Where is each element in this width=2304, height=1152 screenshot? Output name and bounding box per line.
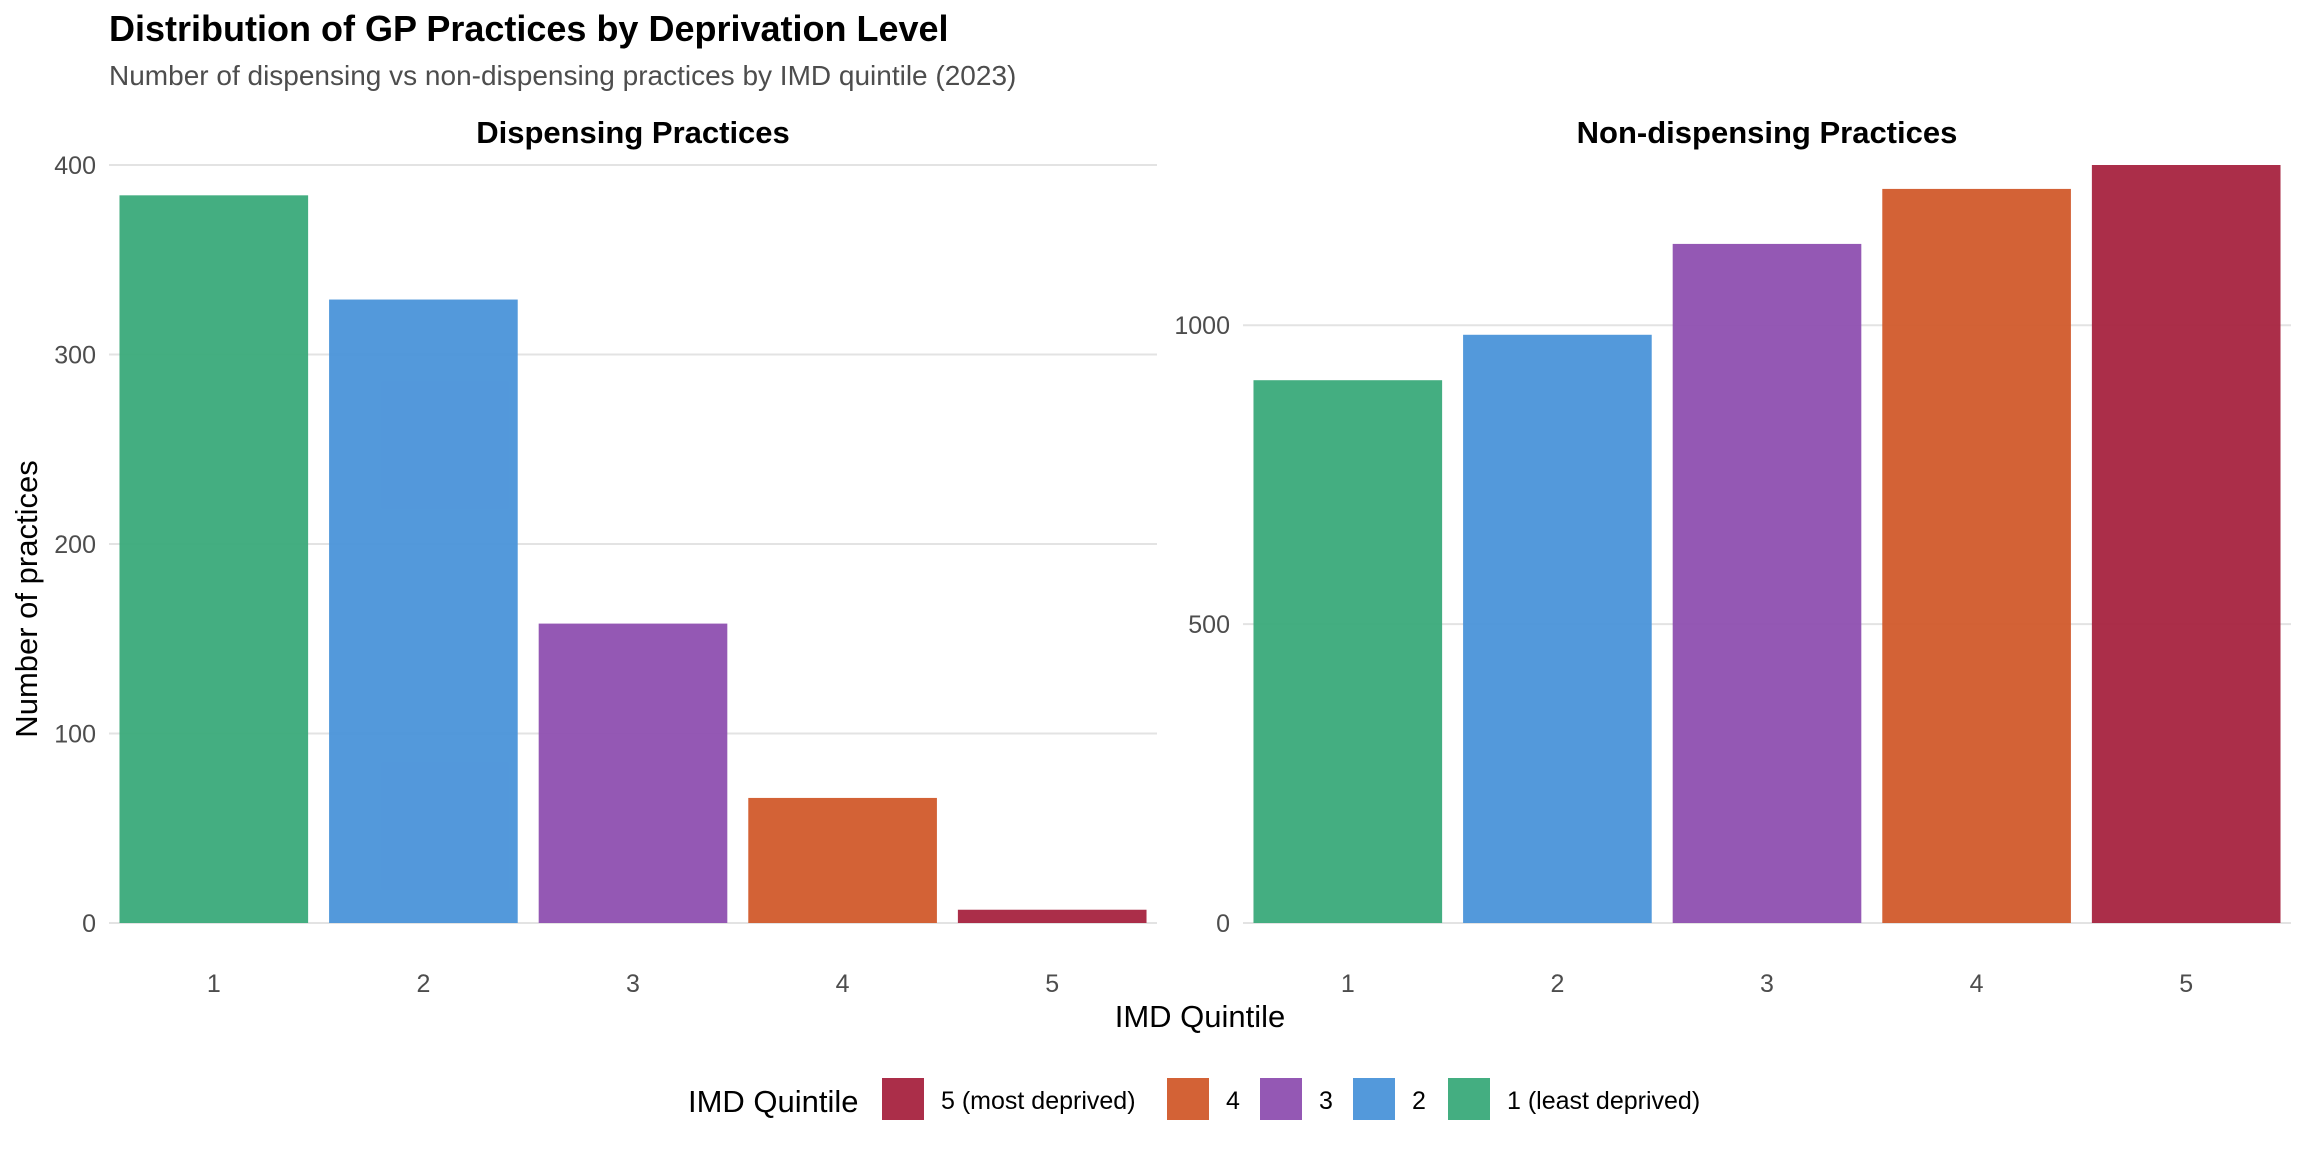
x-tick-dispensing-q5: 5 — [1045, 970, 1059, 998]
x-tick-non-dispensing-q5: 5 — [2179, 970, 2193, 998]
legend-swatch-2 — [1260, 1078, 1302, 1120]
y-tick-dispensing-3: 300 — [54, 342, 96, 370]
y-tick-non-dispensing-1: 500 — [1188, 611, 1230, 639]
y-tick-dispensing-2: 200 — [54, 531, 96, 559]
y-tick-non-dispensing-0: 0 — [1216, 910, 1230, 938]
bar-non-dispensing-q4 — [1882, 188, 2071, 923]
bar-dispensing-q5 — [957, 909, 1147, 923]
legend-swatch-3 — [1353, 1078, 1395, 1120]
panel-dispensing: Dispensing Practices 0 100 200 300 400 1 2 3 4 5 — [54, 115, 1157, 998]
y-tick-dispensing-4: 400 — [54, 152, 96, 180]
bar-dispensing-q4 — [748, 797, 937, 923]
legend-label-1: 4 — [1226, 1087, 1240, 1115]
x-tick-non-dispensing-q2: 2 — [1550, 970, 1564, 998]
bar-non-dispensing-q2 — [1463, 334, 1652, 924]
bar-non-dispensing-q3 — [1672, 243, 1862, 924]
x-tick-non-dispensing-q1: 1 — [1341, 970, 1355, 998]
legend-swatch-1 — [1167, 1078, 1209, 1120]
legend-title: IMD Quintile — [688, 1084, 859, 1119]
y-tick-dispensing-1: 100 — [54, 721, 96, 749]
x-tick-non-dispensing-q4: 4 — [1970, 970, 1984, 998]
legend: IMD Quintile 5 (most deprived) 4 3 2 1 (leas… — [688, 1078, 1700, 1120]
legend-swatch-4 — [1448, 1078, 1490, 1120]
bar-dispensing-q3 — [538, 623, 728, 923]
chart-title: Distribution of GP Practices by Deprivat… — [109, 8, 949, 49]
legend-label-4: 1 (least deprived) — [1507, 1087, 1700, 1115]
legend-swatch-0 — [882, 1078, 924, 1120]
x-tick-non-dispensing-q3: 3 — [1760, 970, 1774, 998]
y-axis-title: Number of practices — [9, 460, 44, 737]
panel-non-dispensing: Non-dispensing Practices 0 500 1000 1 2 3 4 5 — [1174, 115, 2291, 998]
x-tick-dispensing-q4: 4 — [836, 970, 850, 998]
bar-non-dispensing-q5 — [2091, 165, 2281, 923]
bar-non-dispensing-q1 — [1253, 380, 1443, 923]
panel-title-non-dispensing: Non-dispensing Practices — [1577, 115, 1958, 150]
legend-label-2: 3 — [1319, 1087, 1333, 1115]
x-axis-title: IMD Quintile — [1115, 999, 1286, 1034]
y-tick-dispensing-0: 0 — [82, 910, 96, 938]
panel-title-dispensing: Dispensing Practices — [476, 115, 790, 150]
x-tick-dispensing-q2: 2 — [416, 970, 430, 998]
x-tick-dispensing-q3: 3 — [626, 970, 640, 998]
legend-label-0: 5 (most deprived) — [941, 1087, 1136, 1115]
y-tick-non-dispensing-2: 1000 — [1174, 312, 1230, 340]
legend-label-3: 2 — [1412, 1087, 1426, 1115]
bar-dispensing-q1 — [119, 195, 309, 923]
chart-subtitle: Number of dispensing vs non-dispensing p… — [109, 60, 1016, 91]
bar-dispensing-q2 — [329, 299, 518, 923]
x-tick-dispensing-q1: 1 — [207, 970, 221, 998]
